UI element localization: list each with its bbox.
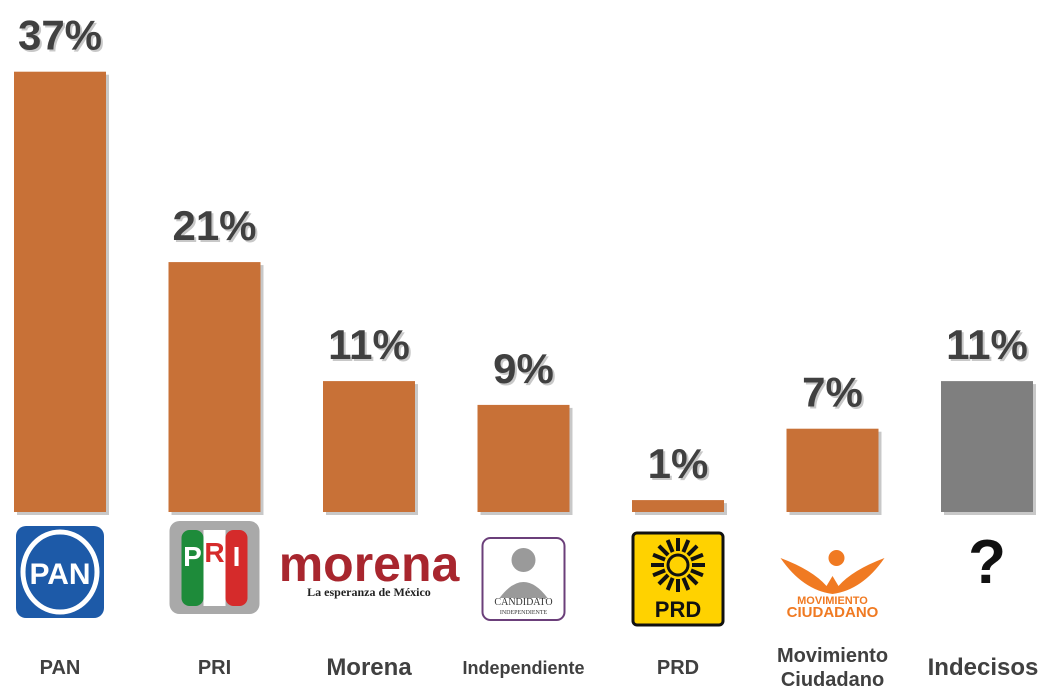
category-label: PRD [656,657,700,679]
logo-ray [665,539,675,553]
bar [632,500,724,512]
data-label: 37% [18,12,102,59]
logo-text: PRD [655,597,701,622]
logo-ray [690,568,704,578]
category-label: Morena [326,654,412,681]
bar [14,71,106,512]
category-label: Movimiento Ciudadano [776,645,889,691]
logo-ray [690,552,704,562]
logo-ray [686,573,699,586]
logo-subtext: La esperanza de México [307,585,431,599]
logo-text: CANDIDATO [494,597,552,608]
data-label: 11% [328,321,410,368]
logo-ray [657,573,670,586]
logo-red [225,530,248,606]
data-label: 7% [802,369,863,416]
category-label: PAN [39,657,81,679]
logo-text: P [183,541,202,572]
logo-subtext: INDEPENDIENTE [500,610,548,616]
logo-head [511,548,536,572]
data-label-shadow: 9% [495,347,556,394]
logo-green [181,530,204,606]
logo-text: MOVIMIENTO [797,595,868,607]
category-label: PRI [197,657,232,679]
data-label: 11% [946,321,1028,368]
logo-body [499,582,548,598]
data-label: 9% [493,345,554,392]
data-label: 1% [648,440,709,487]
data-label-shadow: 11% [948,323,1030,370]
logo-ring [20,529,100,615]
data-label-shadow: 11% [330,323,412,370]
logo-white [203,530,226,606]
data-label-shadow: 1% [650,442,711,489]
logo-text: ? [968,528,1006,597]
logo-subtext: CIUDADANO [787,604,879,621]
logo-text: I [233,541,241,572]
data-label-shadow: 7% [804,371,865,418]
logo-text: R [204,537,224,568]
data-label-shadow: 37% [20,14,104,61]
logo-sun [666,553,690,577]
logo-ray [657,544,670,557]
data-label: 21% [172,202,256,249]
bar [477,404,570,512]
data-label-shadow: 21% [174,204,258,251]
logo-text: morena [279,536,461,592]
logo-text: PAN [29,558,90,591]
bar [323,381,415,512]
category-label: Indecisos [927,654,1039,681]
logo-ray [652,568,666,578]
logo-bg [481,537,566,621]
logo-ray [681,577,691,591]
logo-head [828,550,845,566]
logo-bg [16,526,104,618]
bar [941,381,1033,512]
logo-ray [652,552,666,562]
logo-ray [681,539,691,553]
bar [168,262,261,512]
category-label: Independiente [462,658,585,678]
bar [786,428,879,512]
logo-eagle [780,558,885,594]
logo-ray [665,577,675,591]
logo-ray [686,544,699,557]
